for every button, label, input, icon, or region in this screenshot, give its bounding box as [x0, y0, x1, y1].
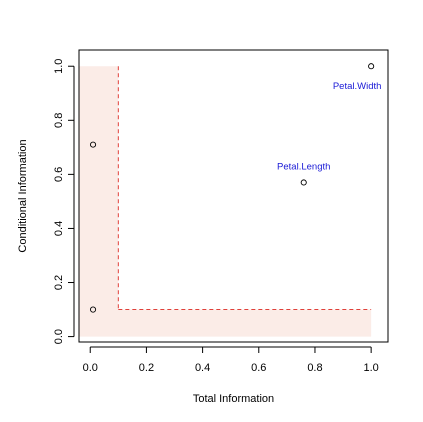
y-tick-label: 0.8 [53, 113, 65, 128]
y-tick-label: 0.6 [53, 167, 65, 182]
points [89, 63, 375, 313]
y-axis-title: Conditional Information [17, 139, 29, 252]
region-fill [79, 66, 372, 337]
y-tick-label: 0.0 [53, 329, 65, 344]
x-tick-label: 0.6 [251, 362, 266, 374]
data-point [368, 63, 375, 70]
plot-frame [78, 49, 389, 343]
point-labels: Petal.Length Petal.Width [277, 81, 381, 172]
x-tick-label: 0.4 [195, 362, 210, 374]
x-tick-label: 1.0 [363, 362, 378, 374]
x-tick-label: 0.8 [307, 362, 322, 374]
x-axis: 0.0 0.2 0.4 0.6 0.8 1.0 [83, 346, 379, 374]
y-tick-label: 0.4 [53, 221, 65, 236]
data-point [300, 179, 307, 186]
y-tick-label: 0.2 [53, 275, 65, 290]
x-axis-title: Total Information [193, 393, 274, 405]
data-point [89, 141, 97, 148]
x-tick-label: 0.0 [83, 362, 98, 374]
point-label: Petal.Width [333, 81, 382, 92]
threshold-region [79, 66, 372, 337]
point-label: Petal.Length [277, 161, 330, 172]
x-tick-label: 0.2 [139, 362, 154, 374]
y-axis: 0.0 0.2 0.4 0.6 0.8 1.0 [53, 59, 75, 344]
threshold-lines [117, 66, 372, 311]
y-tick-label: 1.0 [53, 59, 65, 74]
data-point [89, 306, 97, 313]
